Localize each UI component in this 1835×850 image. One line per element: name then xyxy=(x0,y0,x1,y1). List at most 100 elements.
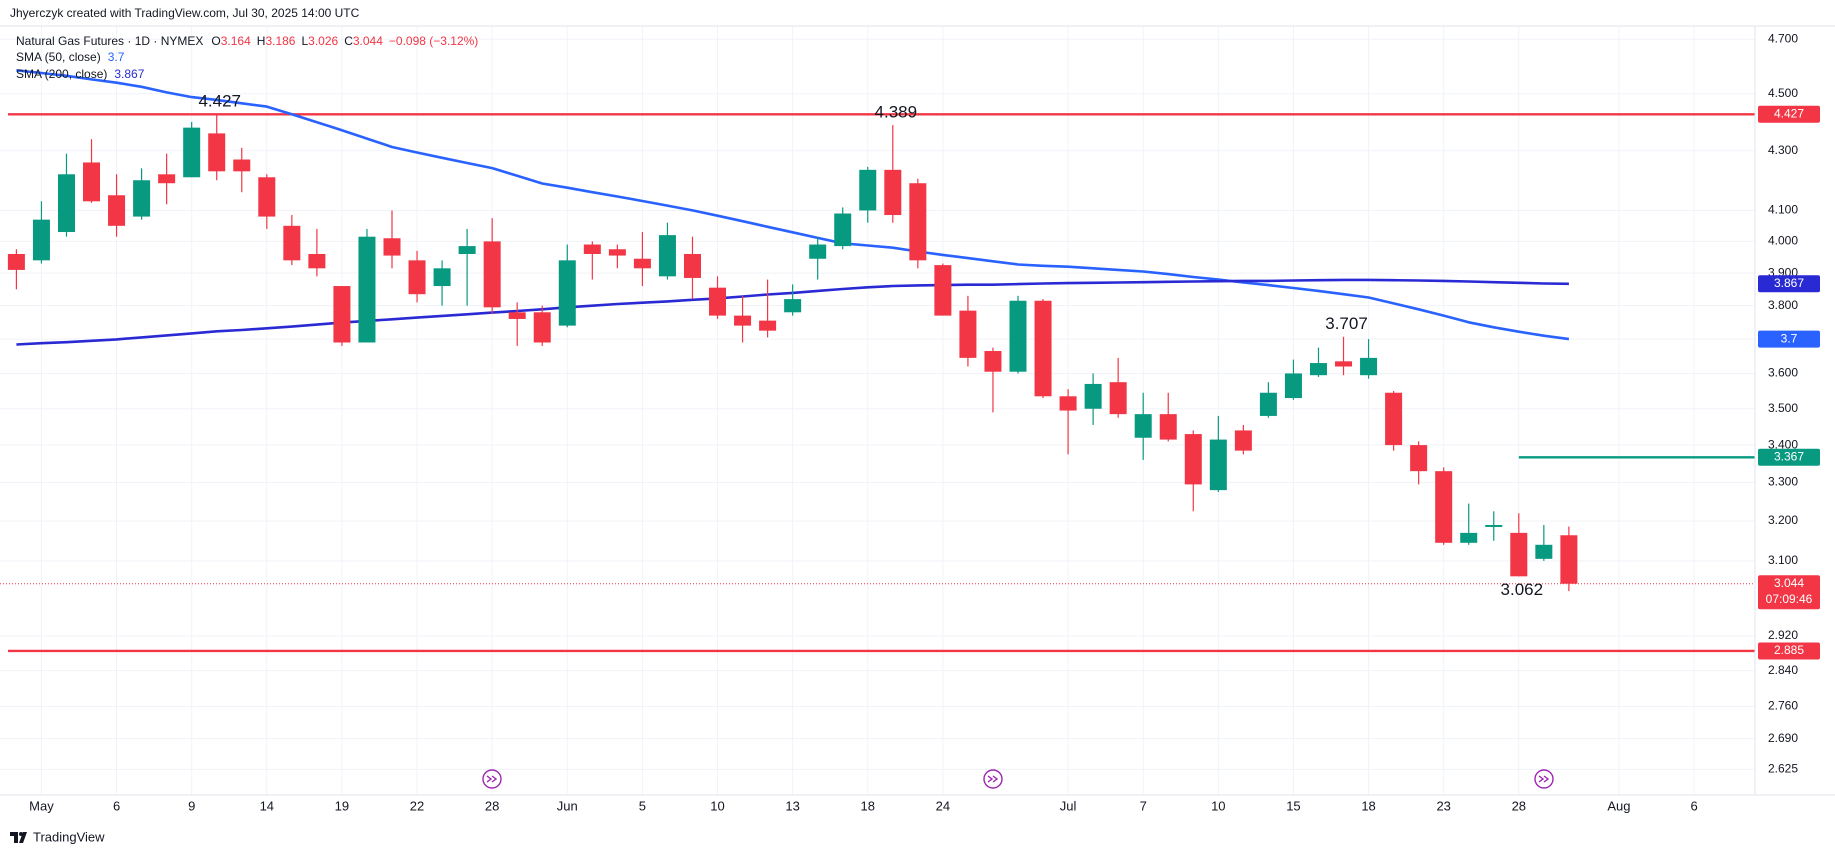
candle-body xyxy=(1385,392,1403,446)
event-icon[interactable] xyxy=(1534,769,1554,789)
level-box-label: 2.885 xyxy=(1774,643,1804,657)
candle-body xyxy=(283,225,301,261)
candle-body xyxy=(158,174,176,184)
candle-body xyxy=(1134,414,1152,438)
candle-body xyxy=(709,287,727,316)
y-tick-label: 3.200 xyxy=(1768,513,1798,527)
change: −0.098 (−3.12%) xyxy=(389,34,478,48)
legend-name: SMA (50, close) xyxy=(16,50,101,64)
candle-body xyxy=(859,169,877,211)
candle-body xyxy=(7,253,25,270)
y-tick-label: 4.000 xyxy=(1768,234,1798,248)
candle-body xyxy=(57,174,75,233)
candle-body xyxy=(1034,300,1052,397)
level-box-label: 3.367 xyxy=(1774,449,1804,463)
candle-body xyxy=(784,299,802,313)
candle-body xyxy=(1184,434,1202,485)
candle-body xyxy=(734,315,752,326)
ohlc-value: 3.164 xyxy=(221,34,251,48)
candle-body xyxy=(1309,363,1327,376)
candle-body xyxy=(433,268,451,287)
ohlc-key: C xyxy=(344,34,353,48)
candle-body xyxy=(834,213,852,247)
x-tick-label: Jul xyxy=(1060,798,1077,813)
last-price-box-label: 3.044 xyxy=(1774,576,1804,590)
candle-body xyxy=(959,310,977,358)
credit: Jhyerczyk created with TradingView.com, … xyxy=(10,6,360,20)
candle-body xyxy=(1510,532,1528,577)
countdown: 07:09:46 xyxy=(1766,592,1813,606)
x-tick-label: 28 xyxy=(485,798,499,813)
candle-body xyxy=(32,219,50,261)
level-box xyxy=(1758,642,1820,660)
x-tick-label: 18 xyxy=(1361,798,1375,813)
y-tick-label: 4.300 xyxy=(1768,143,1798,157)
y-tick-label: 2.690 xyxy=(1768,731,1798,745)
ohlc-value: 3.026 xyxy=(308,34,338,48)
candle-body xyxy=(508,312,526,319)
candle-body xyxy=(633,258,651,269)
candle-body xyxy=(533,312,551,343)
ohlc-key: H xyxy=(257,34,266,48)
candle-body xyxy=(333,286,351,343)
y-tick-label: 3.400 xyxy=(1768,437,1798,451)
x-tick-label: 10 xyxy=(710,798,724,813)
y-tick-label: 3.600 xyxy=(1768,366,1798,380)
event-icon[interactable] xyxy=(482,769,502,789)
x-tick-label: 10 xyxy=(1211,798,1225,813)
price-annotation: 3.062 xyxy=(1501,580,1544,599)
level-box xyxy=(1758,105,1820,123)
candle-body xyxy=(583,244,601,254)
y-tick-label: 2.760 xyxy=(1768,699,1798,713)
legend-entry: SMA (50, close) 3.7 xyxy=(16,50,125,64)
candle-body xyxy=(809,244,827,259)
candle-body xyxy=(558,260,576,326)
symbol: Natural Gas Futures · 1D · NYMEX xyxy=(16,34,203,48)
level-box xyxy=(1758,448,1820,466)
candle-body xyxy=(1009,300,1027,372)
candle-body xyxy=(759,320,777,331)
candle-body xyxy=(1109,382,1127,415)
candle-body xyxy=(383,238,401,256)
candle-body xyxy=(308,253,326,269)
y-tick-label: 4.500 xyxy=(1768,86,1798,100)
ohlc-value: 3.044 xyxy=(353,34,383,48)
y-tick-label: 4.100 xyxy=(1768,203,1798,217)
x-tick-label: 14 xyxy=(260,798,274,813)
candle-body xyxy=(83,162,101,202)
candle-body xyxy=(1560,535,1578,584)
candle-body xyxy=(1485,524,1503,527)
candle-body xyxy=(1284,373,1302,399)
brand: TradingView xyxy=(33,829,105,844)
x-tick-label: 5 xyxy=(639,798,646,813)
y-tick-label: 3.300 xyxy=(1768,475,1798,489)
x-tick-label: 13 xyxy=(785,798,799,813)
ohlc-key: L xyxy=(301,34,308,48)
candle-body xyxy=(1410,445,1428,472)
overlay-layer: 4.7004.5004.3004.1004.0003.9003.8003.700… xyxy=(16,31,1820,813)
candle-body xyxy=(108,195,126,226)
price-annotation: 4.389 xyxy=(875,103,918,122)
candle-body xyxy=(1059,396,1077,411)
candle-body xyxy=(884,169,902,216)
plot-layer xyxy=(0,69,1755,653)
candle-body xyxy=(133,180,151,217)
ohlc-value: 3.186 xyxy=(265,34,295,48)
brand-logo xyxy=(10,832,27,843)
symbol-legend: Natural Gas Futures · 1D · NYMEX O3.164 H3… xyxy=(16,34,478,48)
y-tick-label: 2.920 xyxy=(1768,628,1798,642)
sma-box-label: 3.867 xyxy=(1774,276,1804,290)
y-tick-label: 2.840 xyxy=(1768,663,1798,677)
x-tick-label: 23 xyxy=(1436,798,1450,813)
legend-value: 3.7 xyxy=(108,50,125,64)
candle-body xyxy=(608,249,626,256)
candle-body xyxy=(408,260,426,295)
x-tick-label: Jun xyxy=(557,798,578,813)
last-price-box xyxy=(1758,575,1820,610)
event-icon[interactable] xyxy=(983,769,1003,789)
candle-body xyxy=(458,246,476,254)
sma-box xyxy=(1758,330,1820,348)
price-annotation: 4.427 xyxy=(198,92,241,111)
sma-box-label: 3.7 xyxy=(1781,331,1798,345)
